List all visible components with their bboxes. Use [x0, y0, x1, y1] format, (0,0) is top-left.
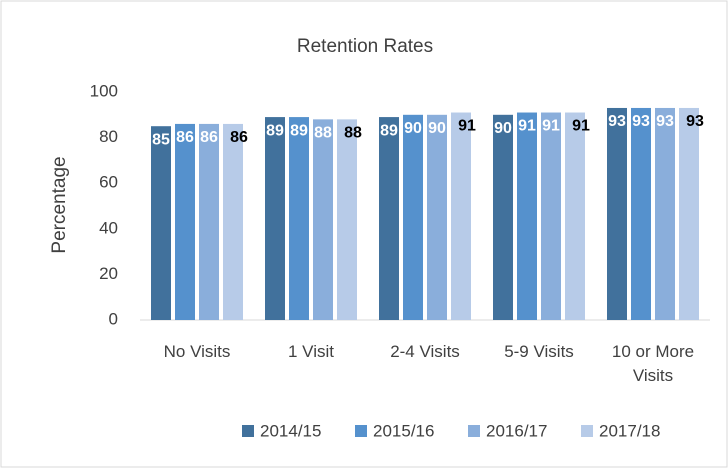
bar — [631, 107, 651, 321]
y-tick-label: 80 — [99, 127, 118, 146]
bar — [289, 117, 309, 320]
data-label: 86 — [230, 129, 248, 146]
bar — [313, 119, 333, 320]
data-label: 93 — [632, 113, 650, 130]
y-tick-label: 40 — [99, 218, 118, 237]
data-label: 88 — [344, 125, 362, 142]
bar — [565, 112, 585, 321]
data-label: 90 — [428, 120, 446, 137]
legend-label: 2014/15 — [260, 421, 321, 440]
bar — [607, 107, 627, 321]
y-tick-label: 20 — [99, 264, 118, 283]
data-label: 90 — [494, 120, 512, 137]
y-tick-label: 0 — [109, 309, 118, 328]
legend-swatch — [468, 425, 480, 437]
legend-label: 2016/17 — [486, 421, 547, 440]
legend-swatch — [355, 425, 367, 437]
y-tick-label: 100 — [90, 81, 118, 100]
data-label: 93 — [608, 113, 626, 130]
data-label: 89 — [266, 122, 284, 139]
legend-swatch — [242, 425, 254, 437]
data-label: 86 — [176, 129, 194, 146]
x-tick-label: 10 or More Visits — [611, 342, 695, 385]
bar — [223, 123, 243, 320]
data-label: 91 — [518, 118, 536, 135]
data-label: 91 — [572, 118, 590, 135]
bar — [541, 112, 561, 321]
bar — [379, 117, 399, 320]
y-axis-label: Percentage — [49, 156, 70, 253]
x-tick-label: 1 Visit — [288, 342, 334, 361]
legend-swatch — [581, 425, 593, 437]
data-label: 89 — [290, 122, 308, 139]
y-tick-label: 60 — [99, 173, 118, 192]
data-label: 89 — [380, 122, 398, 139]
data-label: 91 — [542, 118, 560, 135]
data-label: 90 — [404, 120, 422, 137]
bar — [679, 107, 699, 321]
bar — [493, 114, 513, 320]
data-label: 93 — [686, 113, 704, 130]
chart-title: Retention Rates — [297, 36, 433, 57]
bar — [517, 112, 537, 321]
bar — [151, 126, 171, 320]
data-label: 86 — [200, 129, 218, 146]
data-label: 85 — [152, 131, 170, 148]
bar — [199, 123, 219, 320]
bar — [451, 112, 471, 321]
bar — [427, 114, 447, 320]
bar — [403, 114, 423, 320]
data-label: 88 — [314, 125, 332, 142]
legend-label: 2017/18 — [599, 421, 660, 440]
data-label: 93 — [656, 113, 674, 130]
data-label: 91 — [458, 118, 476, 135]
bar — [337, 119, 357, 320]
bar — [265, 117, 285, 320]
legend-label: 2015/16 — [373, 421, 434, 440]
bar — [175, 123, 195, 320]
x-tick-label: 5-9 Visits — [504, 342, 574, 361]
bar — [655, 107, 675, 321]
x-tick-label: 2-4 Visits — [390, 342, 460, 361]
x-tick-label: No Visits — [163, 342, 231, 361]
